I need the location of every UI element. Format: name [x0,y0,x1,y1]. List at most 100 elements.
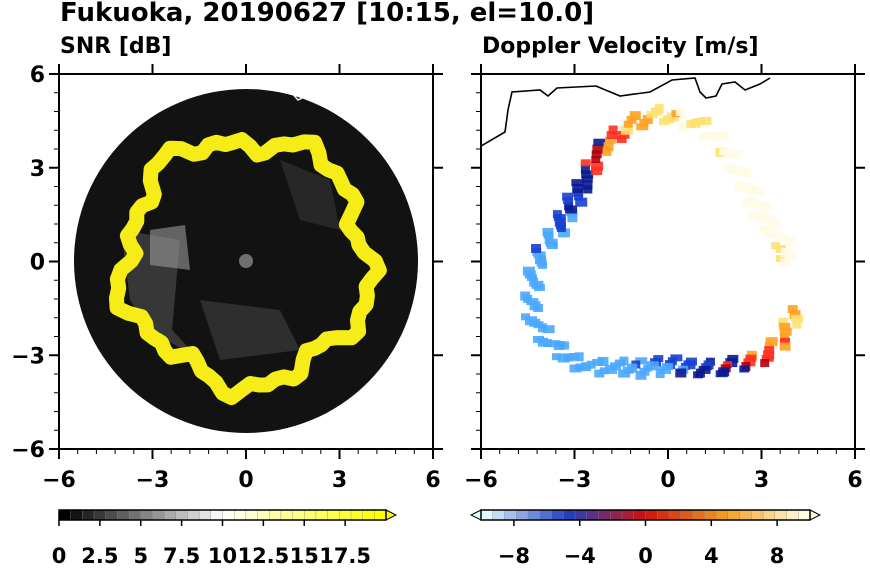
doppler-echo-cell [759,202,771,212]
colorbar-cell [304,509,317,521]
doppler-echo-cell [520,291,531,301]
x-tick-label: −6 [464,468,498,493]
colorbar-tick-label: 5 [133,544,148,568]
doppler-echo-cell [581,175,593,183]
colorbar-tick-label: 0 [638,544,653,568]
colorbar-cell [739,509,753,521]
colorbar-tick-label: 7.5 [163,544,200,568]
doppler-echo-cell [548,340,561,348]
doppler-echo-cell [655,369,665,378]
colorbar-tick-label: 17.5 [319,544,371,568]
y-tick-label: 6 [30,63,45,88]
doppler-echo-cell [574,193,584,201]
y-tick-label: 0 [30,251,45,276]
colorbar-cell [339,509,352,521]
doppler-echo-cell [780,337,790,345]
doppler-echo-cell [752,186,764,194]
colorbar-cell [668,509,682,521]
doppler-echo-cell [575,197,588,207]
colorbar-tick-label: 0 [52,544,67,568]
colorbar-cell [82,509,95,521]
doppler-echo-cell [535,255,546,264]
doppler-echo-cell [591,161,604,171]
colorbar-cell [58,509,72,521]
colorbar-cell [152,509,165,521]
colorbar-cell [527,509,541,521]
doppler-echo-cell [521,313,530,321]
colorbar-cell [198,509,212,521]
doppler-echo-cell [629,111,641,121]
colorbar-cell [93,509,107,521]
doppler-echo-cell [567,213,578,223]
colorbar-cell [539,509,553,521]
doppler-echo-cell [569,364,582,373]
colorbar-tick-label: 12.5 [237,544,289,568]
doppler-echo-cell [531,244,541,253]
doppler-echo-cell [765,341,774,349]
doppler-panel-title: Doppler Velocity [m/s] [482,34,759,59]
colorbar-cell [327,509,341,521]
doppler-coastline [481,77,771,147]
x-tick-label: −6 [42,468,76,493]
colorbar-cell [233,509,247,521]
colorbar-cell [751,509,764,521]
radar-site-marker [239,254,253,268]
doppler-echo-cell [771,242,781,250]
x-tick-label: 0 [238,468,253,493]
doppler-echo-cell [779,322,791,330]
doppler-echo-cell [544,235,554,245]
doppler-echoes [520,104,804,380]
doppler-echo-cell [552,210,562,219]
doppler-echo-cell [593,138,606,146]
doppler-echo-cell [564,201,574,211]
doppler-echo-cell [558,228,570,238]
doppler-echo-cell [675,368,687,378]
doppler-echo-cell [571,179,584,187]
colorbar-tick-label: 2.5 [81,544,118,568]
doppler-echo-cell [592,358,605,366]
doppler-echo-cell [783,237,796,247]
colorbar-cell [563,509,576,521]
doppler-echo-cell [778,317,789,327]
doppler-echo-cell [621,125,633,135]
colorbar-cell [610,509,623,521]
colorbar-cell [140,509,154,521]
colorbar-cell [128,509,142,521]
colorbar-tick-label: 10 [208,544,237,568]
doppler-echo-cell [764,346,775,355]
colorbar-tick-label: −8 [498,544,530,568]
doppler-echo-cell [542,325,555,334]
doppler-echo-cell [780,258,791,267]
snr-echo-ring [109,132,387,406]
doppler-echo-cell [542,227,554,236]
doppler-echo-cell [602,147,612,156]
doppler-echo-cell [580,164,590,174]
doppler-echo-cell [529,277,539,287]
doppler-echo-cell [525,316,537,326]
figure-title: Fukuoka, 20190627 [10:15, el=10.0] [60,0,595,28]
doppler-echo-cell [785,251,798,259]
doppler-echo-cell [557,353,570,363]
colorbar-tick-label: 8 [770,544,785,568]
colorbar-cell [680,509,694,521]
doppler-echo-cell [646,361,659,371]
doppler-echo-cell [572,184,584,194]
doppler-echo-cell [591,156,601,163]
colorbar-cell [504,509,518,521]
doppler-echo-cell [654,104,664,114]
doppler-echo-cell [719,132,730,141]
doppler-echo-cell [592,144,604,154]
doppler-echo-cell [768,229,778,239]
colorbar-cell [574,509,588,521]
doppler-echo-cell [699,117,712,125]
x-tick-label: −3 [558,468,592,493]
colorbar-cell [657,509,670,521]
doppler-echo-cell [606,131,619,140]
colorbar-cell [633,509,647,521]
x-tick-label: 6 [425,468,440,493]
y-tick-label: 3 [30,157,45,182]
doppler-echo-cell [618,369,631,378]
colorbar-tick-label: 4 [704,544,719,568]
doppler-echo-cell [675,108,686,116]
